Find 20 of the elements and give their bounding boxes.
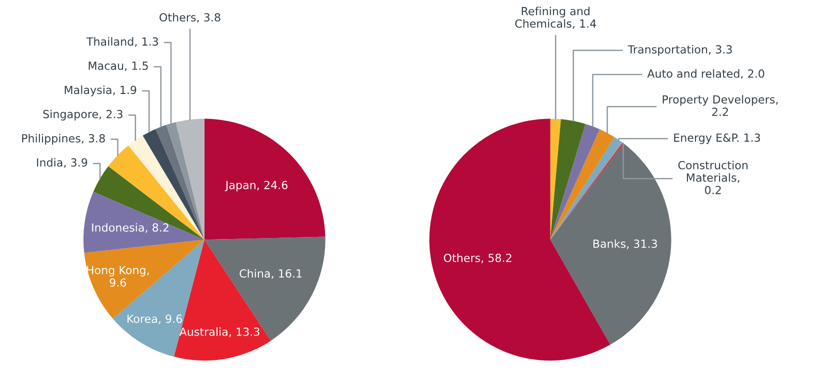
- slice-label: Construction Materials, 0.2: [678, 160, 748, 194]
- slice-label: Transportation, 3.3: [628, 44, 732, 56]
- slice-label: Malaysia, 1.9: [64, 86, 136, 96]
- slice-label: Energy E&P. 1.3: [674, 133, 760, 144]
- slice-label: Indonesia, 8.2: [92, 223, 168, 233]
- slice-label: Others, 58.2: [444, 254, 512, 264]
- slice-label: Others, 3.8: [160, 12, 220, 23]
- slice-label: Thailand, 1.3: [86, 37, 158, 47]
- slice-label: Auto and related, 2.0: [647, 69, 764, 79]
- slice-label: Philippines, 3.8: [22, 134, 105, 145]
- slice-label: Singapore, 2.3: [43, 110, 122, 120]
- slice-label: Banks, 31.3: [593, 239, 657, 250]
- slice-label: China, 16.1: [240, 269, 302, 279]
- slice-label: Korea, 9.6: [128, 314, 182, 324]
- slice-label: Property Developers, 2.2: [662, 95, 778, 116]
- slice-label: Macau, 1.5: [88, 62, 148, 72]
- slice-label: Hong Kong, 9.6: [87, 266, 149, 287]
- slice-label: Japan, 24.6: [224, 180, 288, 192]
- slice-label: Refining and Chemicals, 1.4: [515, 6, 596, 29]
- slice-label: India, 3.9: [37, 158, 88, 168]
